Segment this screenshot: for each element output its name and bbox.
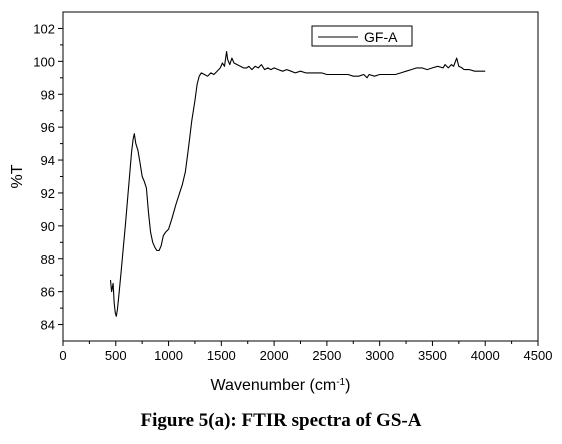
x-axis-title-suffix: )	[345, 377, 350, 394]
plot-area-frame	[62, 11, 539, 342]
x-tick-label: 3500	[418, 348, 447, 363]
x-tick-label: 2000	[260, 348, 289, 363]
x-tick-label: 4000	[471, 348, 500, 363]
legend: GF-A	[311, 25, 413, 47]
legend-box	[311, 25, 413, 47]
x-tick-label: 500	[105, 348, 127, 363]
x-tick-label: 1000	[154, 348, 183, 363]
legend-label-gf-a: GF-A	[364, 29, 398, 45]
y-tick-label: 94	[41, 153, 55, 168]
x-axis-title-superscript: -1	[336, 377, 345, 388]
x-tick-label: 3000	[365, 348, 394, 363]
x-axis-title: Wavenumber (cm-1)	[211, 377, 351, 395]
y-tick-label: 102	[33, 21, 55, 36]
x-tick-label: 4500	[524, 348, 553, 363]
y-tick-label: 100	[33, 54, 55, 69]
y-tick-label: 88	[41, 252, 55, 267]
x-tick-label: 0	[59, 348, 66, 363]
y-tick-label: 84	[41, 318, 55, 333]
x-tick-label: 1500	[207, 348, 236, 363]
y-tick-label: 86	[41, 285, 55, 300]
x-tick-label: 2500	[312, 348, 341, 363]
y-tick-label: 90	[41, 219, 55, 234]
y-tick-label: 92	[41, 186, 55, 201]
figure-caption: Figure 5(a): FTIR spectra of GS-A	[140, 410, 422, 431]
y-axis-title: %T	[9, 164, 26, 188]
ftir-chart: 0 500 1000 1500 2000 2500 3000 3500 4000 4500 84 86…	[9, 11, 553, 395]
y-tick-label: 96	[41, 120, 55, 135]
series-line-gf-a	[109, 50, 486, 317]
x-axis-title-main: Wavenumber (cm	[211, 377, 337, 394]
y-tick-label: 98	[41, 87, 55, 102]
